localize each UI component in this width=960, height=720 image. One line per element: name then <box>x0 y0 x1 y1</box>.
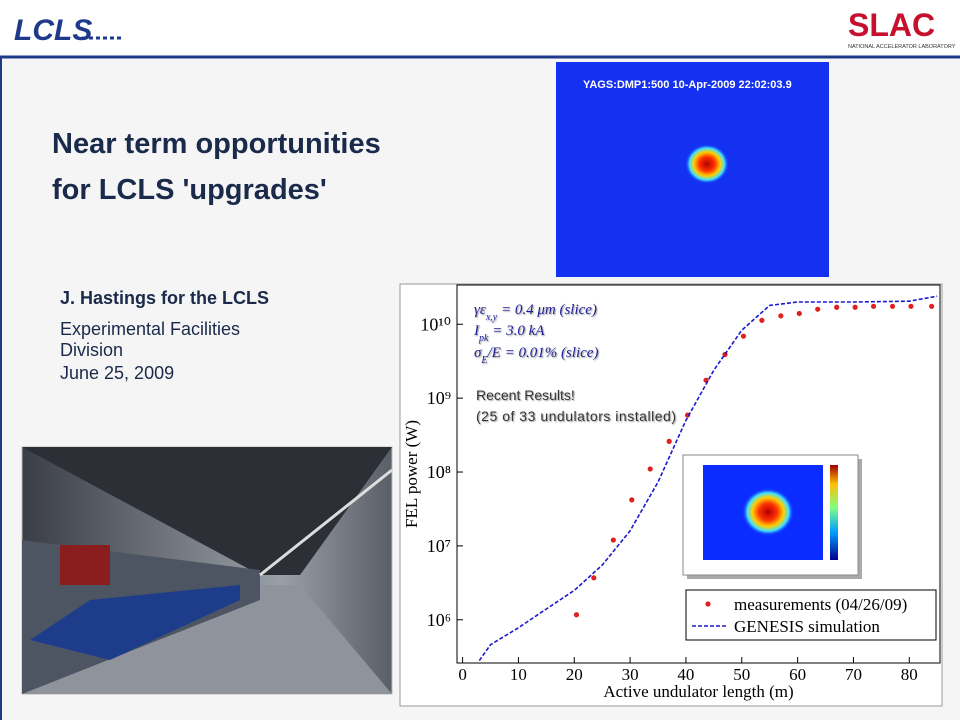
x-tick-label: 80 <box>901 665 918 684</box>
legend-label: GENESIS simulation <box>734 617 880 636</box>
annotation: Recent Results! <box>476 387 575 403</box>
annotation-part: = 0.4 μm (slice) <box>497 302 597 318</box>
legend-box <box>685 589 937 641</box>
affiliation: Experimental Facilities <box>60 319 240 339</box>
annotation-part: /E = 0.01% (slice) <box>487 345 599 361</box>
beam-spot <box>685 144 729 184</box>
annotation: Ipk = 3.0 kA <box>473 323 545 344</box>
x-tick-label: 50 <box>733 665 750 684</box>
inset-spot <box>742 488 794 536</box>
x-tick-label: 0 <box>458 665 467 684</box>
measurement-point <box>759 317 765 323</box>
annotation: (25 of 33 undulators installed) <box>476 408 676 424</box>
annotation-part: pk <box>478 333 489 344</box>
measurement-point <box>610 537 616 543</box>
measurement-point <box>870 303 877 309</box>
x-tick-label: 20 <box>566 665 583 684</box>
tunnel-photo <box>21 446 393 695</box>
measurement-point <box>778 313 784 319</box>
measurement-point <box>908 303 914 309</box>
annotation-part: I <box>473 323 480 339</box>
chart: 0 10 20 30 40 50 60 70 80 10⁶ 10⁷ 10⁸ 10⁹ 10¹⁰ Active … <box>402 284 941 701</box>
x-axis-label: Active undulator length (m) <box>603 682 793 701</box>
annotation-part: σ <box>474 345 482 361</box>
x-tick-label: 60 <box>789 665 806 684</box>
inset-colorbar <box>830 465 838 560</box>
x-tick-label: 70 <box>845 665 862 684</box>
annotation: γεx,y = 0.4 μm (slice) <box>474 302 597 323</box>
measurement-point <box>629 497 635 503</box>
beam-caption: YAGS:DMP1:500 10-Apr-2009 22:02:03.9 <box>583 79 792 91</box>
annotation-part: x,y <box>485 312 498 323</box>
measurement-point <box>796 310 802 317</box>
measurement-point <box>929 303 935 309</box>
title-line: for LCLS 'upgrades' <box>52 174 327 206</box>
annotation-part: = 3.0 kA <box>488 323 545 339</box>
measurement-point <box>852 304 858 310</box>
measurement-point <box>647 466 653 472</box>
logo-left: LCLS <box>14 14 92 47</box>
date: June 25, 2009 <box>60 363 174 383</box>
x-tick-label: 30 <box>622 665 639 684</box>
measurement-point <box>591 575 597 581</box>
y-tick-label: 10⁷ <box>427 536 451 556</box>
annotation-part: γε <box>474 302 486 318</box>
y-tick-label: 10⁹ <box>427 388 451 408</box>
x-tick-label: 40 <box>677 665 694 684</box>
legend-swatch <box>705 601 711 607</box>
legend-label: measurements (04/26/09) <box>734 595 907 614</box>
y-tick-label: 10⁶ <box>427 610 451 630</box>
annotation: σE/E = 0.01% (slice) <box>474 345 598 366</box>
y-tick-label: 10¹⁰ <box>420 314 451 334</box>
annotation-part: E <box>480 355 487 366</box>
measurement-point <box>573 612 580 618</box>
affiliation: Division <box>60 340 123 360</box>
header-bar <box>0 0 960 56</box>
measurement-point <box>740 333 747 339</box>
author: J. Hastings for the LCLS <box>60 288 269 308</box>
plot-frame <box>456 284 941 664</box>
logo-right-sub: NATIONAL ACCELERATOR LABORATORY <box>848 44 956 50</box>
title-line: Near term opportunities <box>52 128 381 160</box>
measurement-point <box>834 304 840 310</box>
measurement-point <box>889 303 896 309</box>
logo-right: SLAC <box>848 7 935 43</box>
y-tick-label: 10⁸ <box>427 462 451 482</box>
measurement-point <box>666 438 672 444</box>
simulation-line <box>478 295 938 662</box>
y-axis-label: FEL power (W) <box>402 420 421 528</box>
x-tick-label: 10 <box>510 665 527 684</box>
measurement-point <box>815 306 821 312</box>
